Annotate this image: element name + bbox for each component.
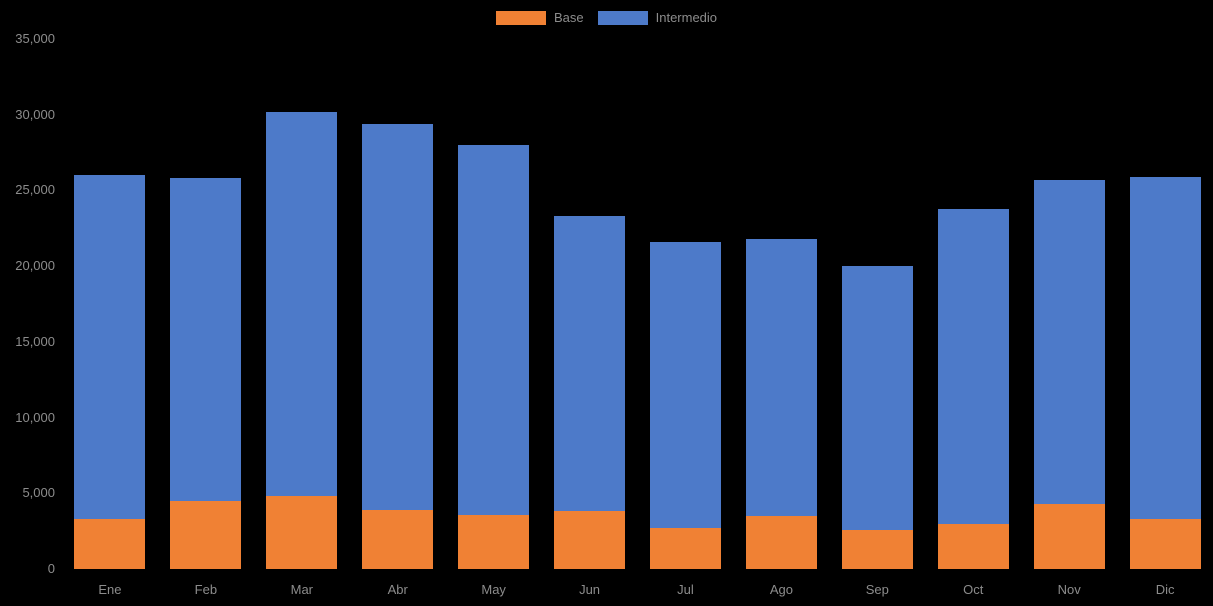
bar-column-nov (1021, 39, 1117, 569)
legend-swatch-base (495, 10, 546, 25)
bar-segment-intermedio-ago (745, 238, 817, 516)
x-tick-label-may: May (481, 582, 506, 597)
bar-segment-base-abr (362, 509, 434, 569)
bar-segment-intermedio-abr (362, 123, 434, 510)
bar-segment-base-ene (74, 519, 146, 569)
bar-segment-base-ago (745, 516, 817, 569)
bar-segment-base-oct (937, 523, 1009, 569)
bar-segment-base-nov (1033, 503, 1105, 569)
bar-segment-intermedio-may (458, 145, 530, 515)
bar-column-mar (254, 39, 350, 569)
bar-segment-intermedio-jun (554, 216, 626, 512)
bar-segment-base-may (458, 514, 530, 569)
bar-segment-base-jun (554, 511, 626, 569)
bar-segment-intermedio-dic (1129, 176, 1201, 520)
x-tick-label-oct: Oct (963, 582, 984, 597)
x-tick-label-jul: Jul (677, 582, 694, 597)
bar-column-dic (1117, 39, 1213, 569)
legend-label-base: Base (553, 10, 584, 25)
bar-column-abr (350, 39, 446, 569)
y-tick-label-30000: 30,000 (15, 106, 55, 122)
bar-column-sep (829, 39, 925, 569)
y-axis: 0 5,000 10,000 15,000 20,000 25,000 30,000 35,0… (0, 0, 55, 606)
bar-segment-intermedio-jul (649, 241, 721, 529)
bar-segment-intermedio-oct (937, 208, 1009, 524)
bar-segment-base-feb (170, 500, 242, 569)
bar-column-jun (542, 39, 638, 569)
bar-segment-intermedio-feb (170, 178, 242, 501)
bar-column-jul (638, 39, 734, 569)
x-tick-label-dic: Dic (1155, 582, 1175, 597)
y-tick-label-5000: 5,000 (22, 485, 55, 501)
y-tick-label-0: 0 (47, 561, 55, 576)
legend-item-intermedio: Intermedio (597, 10, 718, 25)
bar-column-feb (158, 39, 254, 569)
bar-column-oct (925, 39, 1021, 569)
bar-segment-intermedio-ene (74, 175, 146, 520)
legend-item-base: Base (495, 10, 584, 25)
bar-column-may (446, 39, 542, 569)
x-tick-label-abr: Abr (387, 582, 408, 597)
y-tick-label-25000: 25,000 (15, 182, 55, 198)
x-tick-label-nov: Nov (1057, 582, 1081, 597)
legend: Base Intermedio (0, 10, 1213, 25)
bar-segment-intermedio-sep (841, 266, 913, 530)
x-tick-label-jun: Jun (579, 582, 601, 597)
bar-column-ene (62, 39, 158, 569)
bar-column-ago (733, 39, 829, 569)
bar-segment-base-dic (1129, 519, 1201, 569)
bar-segment-intermedio-nov (1033, 179, 1105, 504)
legend-swatch-intermedio (597, 10, 648, 25)
bar-segment-intermedio-mar (266, 111, 338, 497)
legend-label-intermedio: Intermedio (655, 10, 718, 25)
bar-segment-base-mar (266, 496, 338, 569)
y-tick-label-10000: 10,000 (15, 409, 55, 425)
x-tick-label-ago: Ago (769, 582, 793, 597)
x-tick-label-feb: Feb (194, 582, 218, 597)
bar-segment-base-jul (649, 528, 721, 569)
y-tick-label-20000: 20,000 (15, 258, 55, 274)
x-tick-label-mar: Mar (290, 582, 313, 597)
bar-segment-base-sep (841, 529, 913, 569)
x-tick-label-ene: Ene (98, 582, 122, 597)
y-tick-label-15000: 15,000 (15, 333, 55, 349)
x-tick-label-sep: Sep (865, 582, 889, 597)
x-axis: Ene Feb Mar Abr May Jun Jul Ago Sep Oct Nov Dic (62, 582, 1213, 597)
plot-area (62, 39, 1213, 569)
y-tick-label-35000: 35,000 (15, 31, 55, 46)
